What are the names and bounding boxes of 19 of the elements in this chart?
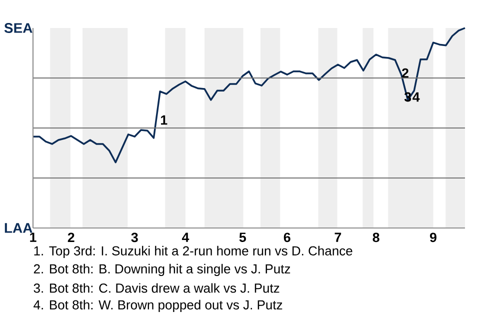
annotation: 3: [404, 92, 412, 102]
x-tick-label: 3: [131, 232, 138, 242]
x-tick-label: 5: [239, 232, 246, 242]
text: 4. Bot 8th: W. Brown popped out vs J. Putz: [34, 300, 282, 312]
x-tick-label: 8: [372, 232, 380, 242]
x-tick-label: 2: [68, 232, 74, 242]
x-tick-label: 4: [182, 232, 190, 242]
x-tick-label: 6: [284, 232, 290, 242]
x-tick-label: 9: [430, 232, 436, 242]
x-tick-label: 7: [334, 232, 342, 242]
text: 1. Top 3rd: I. Suzuki hit a 2-run home run vs D. Chance: [34, 246, 352, 258]
x-tick-label: 1: [30, 232, 36, 242]
text: 2. Bot 8th: B. Downing hit a single vs J. Putz: [34, 264, 290, 276]
annotation: 4: [412, 92, 420, 102]
text: LAA: [4, 223, 32, 233]
annotation: 2: [402, 68, 408, 78]
text: SEA: [4, 23, 32, 33]
text: 3. Bot 8th: C. Davis drew a walk vs J. Putz: [34, 283, 280, 293]
annotation: 1: [160, 115, 168, 125]
